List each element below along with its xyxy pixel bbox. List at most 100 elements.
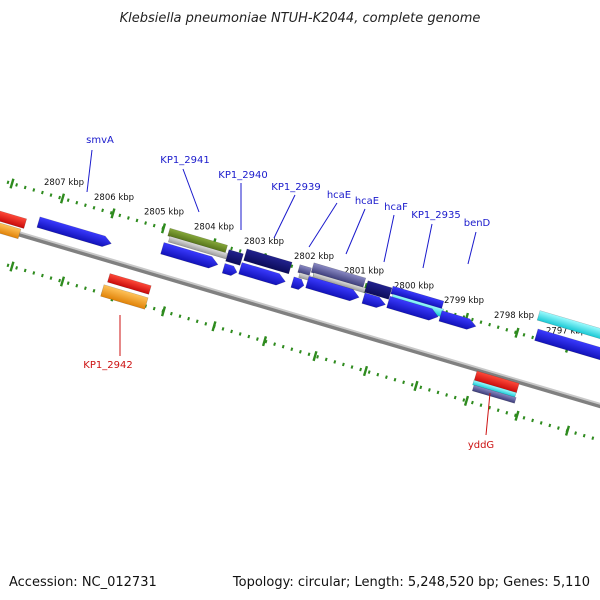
outer-ring-dot [32,188,36,192]
inner-ring-dot [204,321,208,326]
inner-ring-dot [384,375,388,379]
kbp-tick-label: 2797 kbp [546,326,586,336]
inner-ring-dot [83,286,87,291]
kbp-tick-label: 2805 kbp [144,208,184,218]
backbone-line [0,227,600,409]
major-tick [9,261,15,272]
gene-feature-red-left [0,209,27,229]
inner-ring-dot [574,431,578,435]
inner-ring-dot [58,278,62,283]
major-tick [362,365,369,377]
gene-feature-KP1_2939 [243,248,293,275]
gene-feature-smvA [36,216,112,247]
gene-label-leader [86,149,93,193]
outer-ring-dot [92,205,96,210]
outer-ring-dot [522,333,526,337]
kbp-ticks: 2807 kbp 2806 kbp 2805 kbp 2804 kbp 2803 kbp… [44,178,586,336]
gene-label-leader [273,194,296,239]
gene-label: benD [464,218,491,229]
inner-ring-dot [522,416,526,420]
gene-feature-blue-e [305,275,360,302]
inner-ring-dot [32,271,36,275]
inner-ring-dot [531,418,535,423]
major-tick [59,276,66,287]
gene-label-leader [467,231,477,265]
inner-ring-dot [195,319,199,324]
gene-feature-blue-a [160,242,219,269]
inner-ring-dot [359,367,363,372]
outer-ring-dot [49,193,53,197]
inner-ring-dot [333,360,337,364]
major-tick [59,193,66,204]
outer-ring-dot [15,183,19,187]
outer-ring-dot [101,208,105,213]
major-tick [160,306,167,317]
outer-ring-dot [531,335,535,340]
inner-ring-dot [238,332,242,336]
accession-text: Accession: NC_012731 [9,575,157,590]
gene-label-leader [182,168,200,213]
gene-label-leader [422,223,433,269]
kbp-tick-label: 2800 kbp [394,281,434,291]
gene-label: smvA [86,135,114,146]
inner-ring-dot [505,410,509,415]
inner-ring-dot [591,436,595,440]
inner-ring-dot [75,283,79,288]
inner-ring-dot [479,403,483,407]
gene-feature-red-yddG [473,370,520,394]
outer-ring-dot [6,180,10,185]
gene-label: KP1_2941 [160,155,209,166]
gene-feature-blue-h [438,310,477,330]
major-tick [110,208,116,219]
inner-ring-dot [548,423,552,428]
outer-ring-dot [135,218,139,223]
outer-ring-dot [496,325,500,330]
gene-label: hcaE [327,190,351,201]
gene-feature-KP1_2940 [225,249,244,266]
gene-feature-blue-right [534,328,600,362]
inner-ring-dot [410,382,414,387]
outer-ring-dot [126,216,130,220]
outer-ring-dot [230,246,234,251]
inner-ring-dot [298,349,302,354]
gene-feature-blue-f [361,292,386,308]
inner-ring-dot [427,388,431,392]
inner-ring-dot [221,327,225,331]
major-tick [312,350,318,362]
outer-ring-dot [75,200,79,205]
outer-ring-dot [23,185,27,190]
major-tick [160,223,167,234]
outer-ring-dot [479,320,483,324]
gene-feature-blue-b [221,263,238,276]
inner-ring-dot [281,344,285,349]
gene-feature-hcaE-b-grey [312,272,367,294]
gene-feature-hcaF [364,280,393,300]
inner-ring-dot [582,433,586,438]
inner-ring-dot [350,365,354,369]
inner-ring-dot [255,337,259,341]
outer-ring-dot [40,190,44,195]
major-tick [211,321,217,332]
inner-ring-dot [539,421,543,425]
kbp-tick-label: 2801 kbp [344,267,384,277]
inner-ring-dot [66,281,70,285]
inner-ring-dot [445,393,449,397]
gene-label: KP1_2939 [271,182,320,193]
gene-feature-yddG [471,384,517,404]
major-tick [514,327,520,338]
kbp-tick-label: 2802 kbp [294,252,334,262]
inner-ring-dot [376,372,380,377]
outer-ring-dot [505,327,509,332]
map-title: Klebsiella pneumoniae NTUH-K2044, comple… [120,11,481,26]
inner-ring-dot [273,342,277,346]
inner-ring-dot [178,314,182,319]
inner-ring-dot [393,377,397,382]
kbp-tick-label: 2804 kbp [194,222,234,232]
inner-ring-dot [462,398,466,402]
inner-ring-dot [324,357,328,362]
major-tick [9,178,15,189]
inner-ring-dot [169,311,173,316]
kbp-tick-label: 2798 kbp [494,311,534,321]
major-tick [514,410,520,421]
